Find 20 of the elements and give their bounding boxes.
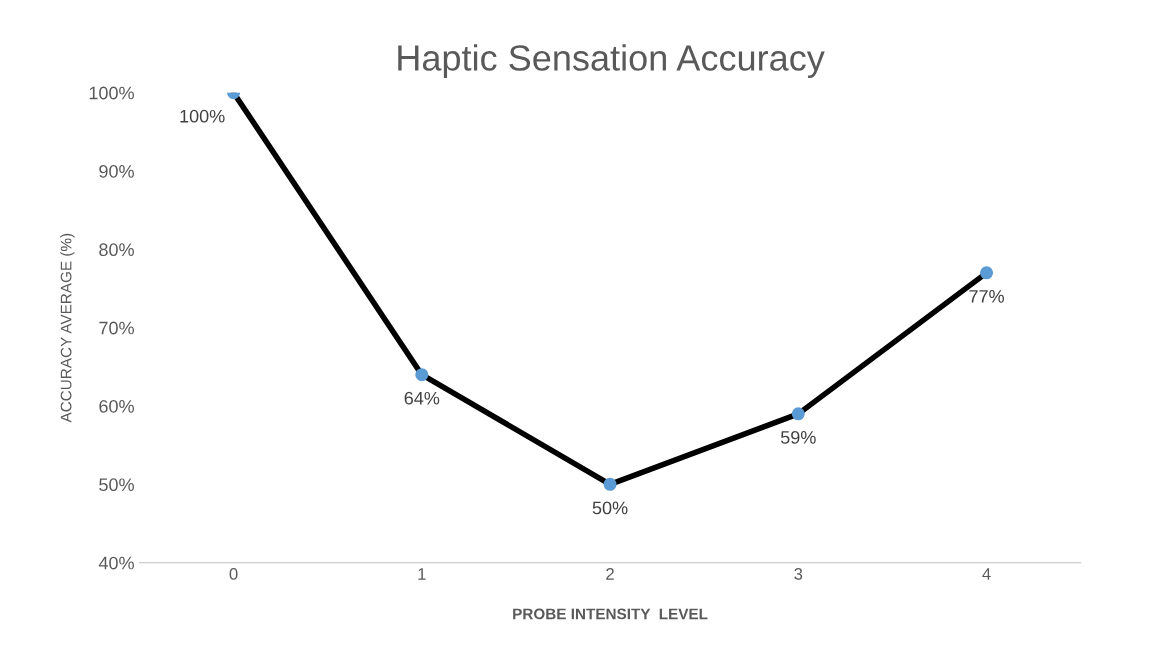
y-tick-label: 50%: [99, 478, 134, 492]
x-tick-label: 0: [229, 568, 238, 580]
y-tick-label: 60%: [99, 399, 134, 413]
x-axis-title: PROBE INTENSITY LEVEL: [513, 608, 708, 620]
y-tick-label: 100%: [89, 86, 134, 100]
data-label: 50%: [592, 501, 628, 515]
x-tick-label: 4: [982, 568, 991, 580]
chart-title: Haptic Sensation Accuracy: [398, 44, 825, 78]
x-tick-label: 3: [794, 568, 803, 580]
data-label: 59%: [780, 431, 816, 444]
data-label: 77%: [969, 290, 1004, 303]
x-tick-label: 2: [606, 568, 614, 580]
y-tick-label: 40%: [98, 556, 134, 570]
y-axis-title: ACCURACY AVERAGE (%): [60, 233, 75, 423]
y-tick-label: 90%: [99, 164, 134, 178]
y-tick-label: 80%: [99, 243, 134, 257]
x-tick-label: 1: [418, 568, 426, 580]
data-label: 100%: [180, 109, 225, 123]
data-label: 64%: [404, 391, 440, 405]
y-tick-label: 70%: [99, 321, 134, 335]
